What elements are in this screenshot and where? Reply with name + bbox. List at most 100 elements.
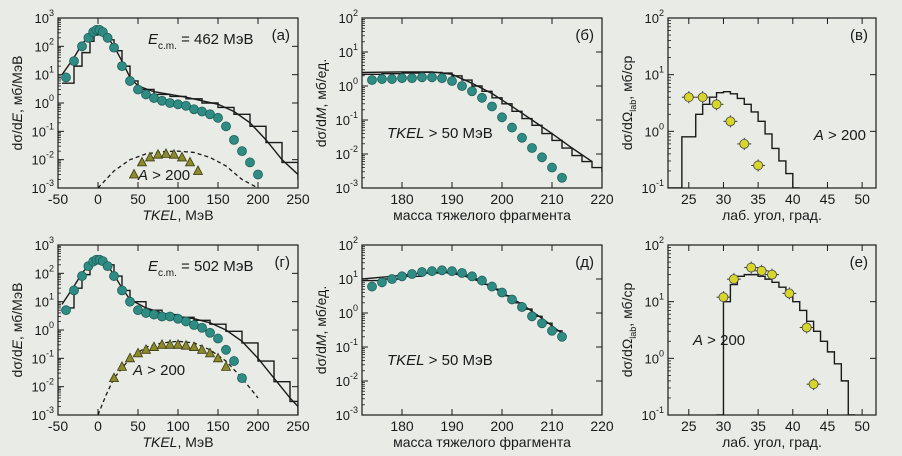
- x-axis-label: лаб. угол, град.: [722, 434, 822, 450]
- data-point: [141, 89, 151, 100]
- text-part: M: [313, 334, 329, 346]
- data-point: [133, 84, 143, 95]
- x-tick-label: 25: [681, 418, 697, 434]
- data-point-triangle: [152, 148, 164, 159]
- y-axis-label: dσ/dE, мб/МэВ: [9, 283, 25, 378]
- text-part: -1: [46, 121, 54, 131]
- data-point: [728, 274, 739, 285]
- data-point: [447, 76, 457, 86]
- data-point: [102, 261, 113, 272]
- data-point: [718, 292, 729, 303]
- text-part: 2: [353, 8, 358, 18]
- text-part: , мб/ед.: [313, 59, 329, 108]
- data-point: [711, 99, 722, 110]
- data-point-triangle: [184, 156, 196, 167]
- text-part: 3: [49, 235, 54, 245]
- text-part: , мб/ср: [619, 283, 635, 327]
- data-point: [447, 266, 457, 277]
- data-point: [427, 72, 437, 83]
- data-point: [109, 42, 119, 53]
- data-point: [756, 265, 767, 276]
- data-point: [253, 169, 263, 180]
- data-point: [487, 281, 497, 292]
- text-part: -3: [46, 178, 54, 188]
- data-point-triangle: [132, 347, 144, 358]
- text-part: = 462 МэВ: [177, 31, 254, 48]
- data-point: [377, 277, 387, 288]
- text-part: 0: [49, 320, 54, 330]
- data-point: [725, 116, 736, 127]
- text-part: dσ/dΩ: [619, 339, 635, 378]
- text-part: -2: [350, 144, 358, 154]
- text-part: 1: [659, 292, 664, 302]
- plot-frame: [361, 17, 603, 189]
- text-part: 2: [353, 235, 358, 245]
- data-point: [229, 134, 239, 145]
- x-axis-label: масса тяжелого фрагмента: [393, 434, 571, 450]
- data-point: [801, 322, 812, 333]
- y-axis-label: dσ/dE, мб/МэВ: [9, 56, 25, 151]
- text-part: = 502 МэВ: [177, 258, 254, 275]
- annotation: A > 200: [137, 167, 190, 184]
- text-part: -2: [46, 150, 54, 160]
- text-part: TKEL: [142, 207, 177, 223]
- data-point: [407, 73, 417, 84]
- text-part: -1: [350, 110, 358, 120]
- data-point: [767, 269, 777, 280]
- x-tick-label: 35: [750, 191, 766, 207]
- data-point: [808, 379, 819, 390]
- data-point-triangle: [196, 343, 208, 354]
- plot-area: [362, 71, 602, 183]
- text-part: -2: [350, 371, 358, 381]
- data-point-triangle: [192, 165, 204, 175]
- x-tick-label: 200: [490, 191, 514, 207]
- x-tick-label: 0: [94, 191, 102, 207]
- text-part: 0: [659, 121, 664, 131]
- text-part: dσ/d: [313, 119, 329, 147]
- text-part: TKEL: [142, 434, 177, 450]
- data-point: [367, 281, 377, 292]
- x-tick-label: 100: [166, 418, 190, 434]
- data-point: [237, 373, 247, 384]
- data-point: [387, 274, 397, 284]
- text-part: A: [132, 362, 143, 379]
- data-point: [537, 318, 547, 329]
- x-tick-label: 190: [440, 418, 464, 434]
- data-point: [417, 267, 427, 277]
- annotation: A > 200: [132, 362, 185, 379]
- data-point: [467, 271, 477, 282]
- text-part: > 50 МэВ: [425, 352, 493, 369]
- data-point-triangle: [144, 151, 156, 162]
- text-part: 1: [49, 65, 54, 75]
- data-point: [753, 160, 764, 171]
- x-tick-label: 250: [286, 191, 310, 207]
- text-part: 3: [49, 8, 54, 18]
- x-tick-label: 50: [130, 418, 146, 434]
- data-point-triangle: [204, 347, 216, 358]
- data-point: [477, 92, 487, 103]
- text-part: E: [9, 112, 25, 122]
- x-axis-label: TKEL, МэВ: [142, 207, 213, 223]
- text-part: E: [9, 339, 25, 349]
- data-point: [557, 331, 567, 342]
- data-point: [117, 285, 127, 296]
- plot-area: [61, 254, 298, 415]
- data-point-triangle: [160, 148, 172, 158]
- data-point: [157, 95, 167, 106]
- data-point: [205, 109, 215, 120]
- x-tick-label: 200: [246, 418, 270, 434]
- x-tick-label: 0: [94, 418, 102, 434]
- data-point: [125, 296, 135, 307]
- data-point-triangle: [148, 341, 160, 351]
- data-point: [683, 92, 694, 103]
- plot-frame: [57, 17, 299, 189]
- x-tick-label: 250: [286, 418, 310, 434]
- energy-label: Ec.m. = 462 МэВ: [148, 31, 254, 52]
- data-point-triangle: [168, 148, 180, 159]
- plot-area: [362, 265, 567, 342]
- text-part: 0: [49, 93, 54, 103]
- x-axis-label: лаб. угол, град.: [722, 207, 822, 223]
- data-point-triangle: [116, 361, 128, 371]
- data-point: [377, 74, 387, 84]
